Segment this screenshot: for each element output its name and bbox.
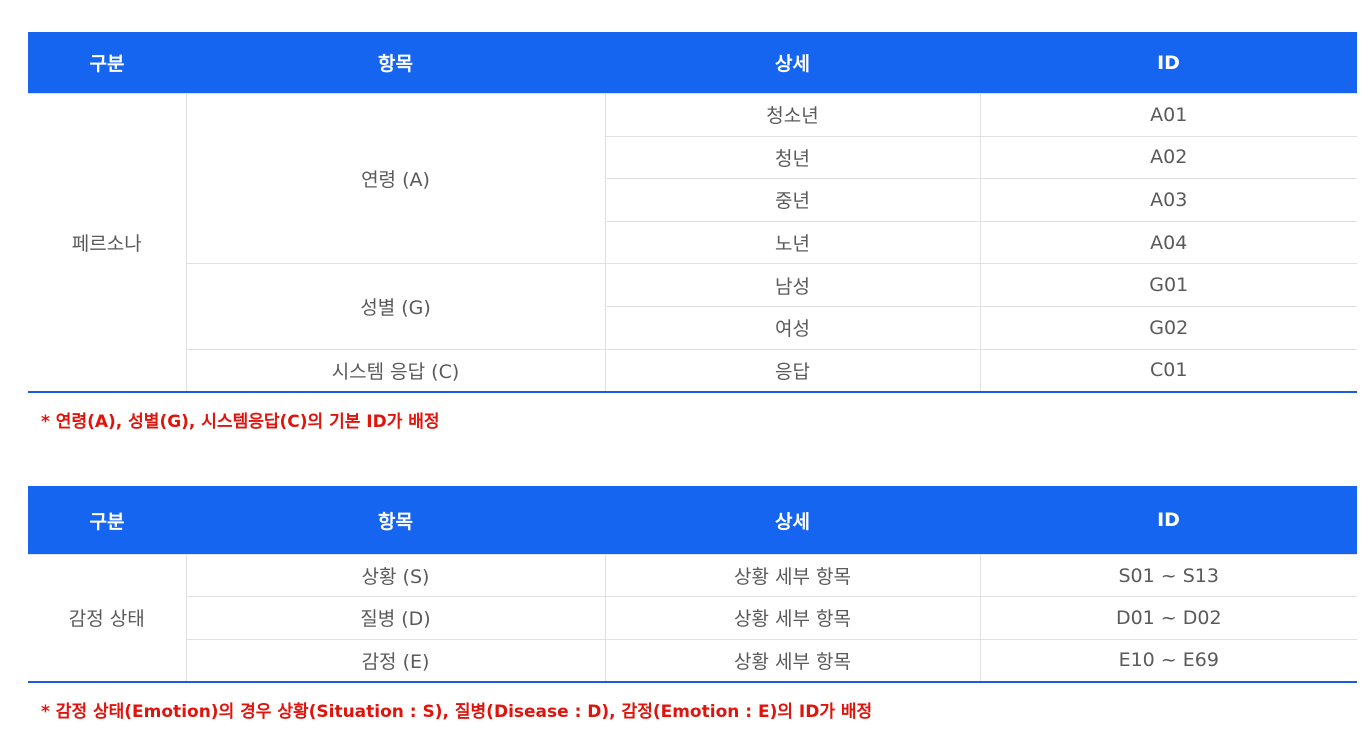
table-row: 성별 (G) 남성 G01 — [28, 263, 1357, 350]
emotion-id-table: 구분 항목 상세 ID 감정 상태 상황 (S) 상황 세부 항목 S01 ~ … — [28, 486, 1357, 683]
detail-cell: 상황 세부 항목 — [604, 638, 981, 683]
item-cell: 상황 (S) — [185, 553, 606, 598]
detail-cell: 상황 세부 항목 — [604, 596, 981, 640]
header-category: 구분 — [28, 486, 186, 555]
table2-note: * 감정 상태(Emotion)의 경우 상황(Situation : S), … — [41, 702, 873, 722]
category-cell: 페르소나 — [28, 93, 187, 393]
id-cell: A04 — [979, 220, 1357, 265]
id-cell: A01 — [979, 93, 1357, 137]
item-cell: 질병 (D) — [185, 596, 606, 640]
id-cell: C01 — [979, 348, 1357, 393]
id-cell: A03 — [979, 178, 1357, 222]
table-row: 감정 (E) 상황 세부 항목 E10 ~ E69 — [28, 638, 1357, 683]
table-row: 감정 상태 상황 (S) 상황 세부 항목 S01 ~ S13 — [28, 553, 1357, 683]
id-cell: G01 — [979, 263, 1357, 307]
table-row: 질병 (D) 상황 세부 항목 D01 ~ D02 — [28, 596, 1357, 640]
table-row: 페르소나 연령 (A) 청소년 A01 — [28, 92, 1357, 393]
header-id: ID — [980, 486, 1357, 555]
table-header-row: 구분 항목 상세 ID — [28, 486, 1357, 555]
id-cell: A02 — [979, 135, 1357, 180]
item-cell: 성별 (G) — [185, 263, 606, 350]
item-cell: 시스템 응답 (C) — [185, 348, 606, 393]
table-header-row: 구분 항목 상세 ID — [28, 32, 1357, 94]
header-category: 구분 — [28, 32, 186, 94]
id-cell: S01 ~ S13 — [979, 553, 1357, 598]
detail-cell: 상황 세부 항목 — [604, 553, 981, 598]
table1-note: * 연령(A), 성별(G), 시스템응답(C)의 기본 ID가 배정 — [41, 412, 440, 432]
table-row: 여성 G02 — [28, 305, 1357, 350]
detail-cell: 응답 — [604, 348, 981, 393]
id-cell: G02 — [979, 305, 1357, 350]
header-item: 항목 — [186, 32, 605, 94]
detail-cell: 남성 — [604, 263, 981, 307]
header-item: 항목 — [186, 486, 605, 555]
header-detail: 상세 — [605, 32, 980, 94]
persona-id-table: 구분 항목 상세 ID 페르소나 연령 (A) 청소년 A01 청년 A02 중… — [28, 32, 1357, 394]
item-cell: 감정 (E) — [185, 638, 606, 683]
detail-cell: 노년 — [604, 220, 981, 265]
item-cell: 연령 (A) — [185, 92, 606, 265]
table-row: 청년 A02 — [28, 135, 1357, 180]
id-cell: D01 ~ D02 — [979, 596, 1357, 640]
table-row: 시스템 응답 (C) 응답 C01 — [28, 348, 1357, 393]
table-row: 노년 A04 — [28, 220, 1357, 265]
header-detail: 상세 — [605, 486, 980, 555]
category-cell: 감정 상태 — [28, 553, 187, 683]
header-id: ID — [980, 32, 1357, 94]
id-cell: E10 ~ E69 — [979, 638, 1357, 683]
detail-cell: 중년 — [604, 178, 981, 222]
detail-cell: 여성 — [604, 305, 981, 350]
detail-cell: 청소년 — [604, 93, 981, 137]
detail-cell: 청년 — [604, 135, 981, 180]
